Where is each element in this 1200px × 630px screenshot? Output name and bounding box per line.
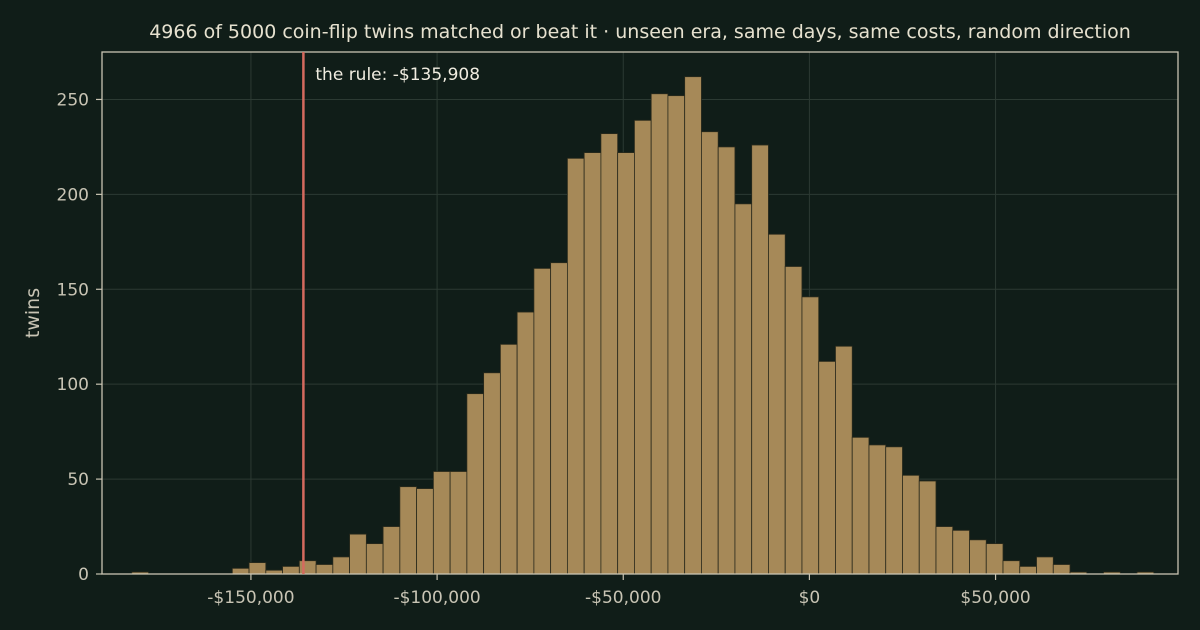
histogram-bar — [399, 486, 418, 575]
histogram-bar — [1002, 560, 1021, 575]
histogram-bar — [466, 393, 485, 575]
histogram-bar — [533, 267, 552, 575]
histogram-bar — [952, 529, 970, 575]
x-tick-label: $0 — [799, 588, 821, 608]
histogram-bar — [634, 119, 652, 575]
histogram-bar — [667, 95, 686, 575]
histogram-bar — [617, 152, 635, 575]
histogram-bar — [349, 533, 367, 575]
histogram-bar — [567, 157, 585, 575]
histogram-bar — [550, 262, 568, 575]
y-tick-label: 250 — [57, 90, 89, 110]
histogram-bar — [315, 564, 334, 575]
y-tick-label: 100 — [57, 375, 89, 395]
histogram-bar — [969, 539, 987, 575]
y-tick-label: 0 — [78, 565, 89, 585]
histogram-bar — [282, 566, 300, 575]
histogram-bar — [985, 543, 1004, 575]
y-axis-label: twins — [22, 288, 44, 338]
histogram-bar — [483, 372, 501, 575]
histogram-bar — [885, 446, 903, 575]
histogram-bar — [868, 444, 887, 575]
x-tick-label: -$150,000 — [207, 588, 294, 608]
histogram-bar — [918, 480, 937, 575]
histogram-bar — [935, 526, 954, 575]
histogram-bar — [231, 567, 250, 575]
histogram-bar — [499, 343, 518, 575]
histogram-bar — [298, 560, 317, 575]
histogram-bar — [902, 474, 920, 575]
rule-marker-label: the rule: -$135,908 — [315, 65, 480, 85]
histogram-bar — [684, 76, 702, 575]
x-tick-label: $50,000 — [960, 588, 1030, 608]
y-tick-label: 50 — [67, 470, 89, 490]
histogram-bar — [516, 311, 535, 575]
histogram-bar — [248, 562, 267, 575]
x-tick-label: -$50,000 — [585, 588, 661, 608]
x-tick-label: -$100,000 — [393, 588, 480, 608]
histogram-bar — [734, 203, 753, 575]
histogram-bar — [650, 93, 669, 575]
histogram-bar — [1019, 566, 1037, 575]
histogram-bar — [851, 436, 870, 575]
histogram-bar — [600, 133, 619, 575]
histogram-bar — [449, 471, 468, 575]
histogram-bar — [432, 471, 451, 575]
histogram-bar — [332, 556, 350, 575]
histogram-bar — [717, 146, 736, 575]
histogram-bar — [835, 345, 853, 575]
histogram-bar — [583, 152, 602, 575]
histogram-bar — [382, 526, 401, 575]
y-tick-label: 150 — [57, 280, 89, 300]
histogram-bar — [1052, 564, 1071, 575]
histogram-bar — [701, 131, 719, 575]
histogram-bar — [784, 266, 803, 575]
plot-frame — [101, 51, 1179, 575]
y-axis-ticks: 0 50 100 150 200 250 — [57, 90, 102, 585]
x-axis-ticks: -$150,000 -$100,000 -$50,000 $0 $50,000 — [207, 574, 1031, 608]
histogram-bar — [1036, 556, 1054, 575]
histogram-bar — [416, 488, 434, 575]
histogram-bar — [751, 144, 769, 575]
histogram-bar — [818, 360, 836, 575]
histogram-bar — [801, 296, 820, 575]
y-tick-label: 200 — [57, 185, 89, 205]
histogram-bar — [365, 543, 384, 575]
histogram-bars — [131, 76, 1155, 575]
chart-title: 4966 of 5000 coin-flip twins matched or … — [149, 21, 1131, 43]
histogram-bar — [768, 233, 786, 575]
